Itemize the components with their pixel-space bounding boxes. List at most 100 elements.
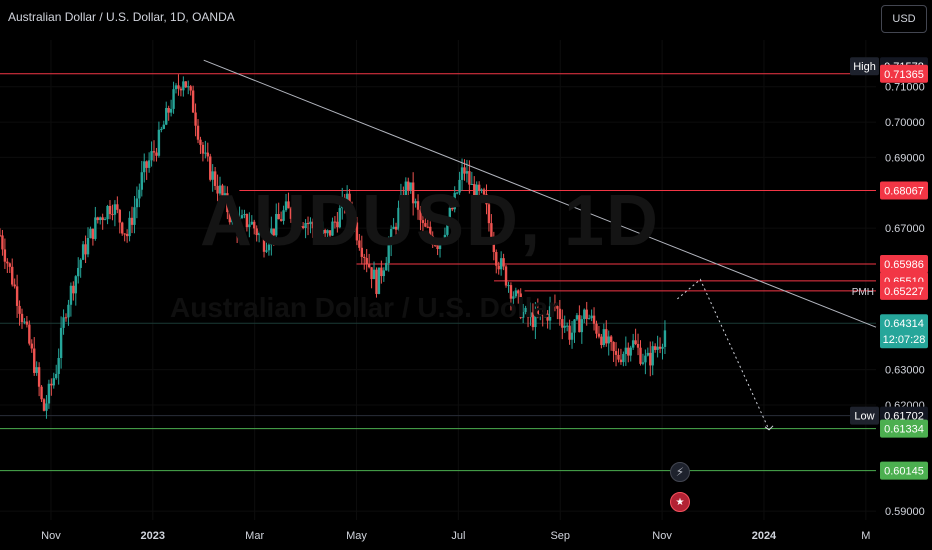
grid-lines <box>0 40 876 520</box>
currency-button[interactable]: USD <box>881 5 927 33</box>
price-tag-text-0.65227: 0.65227 <box>884 286 924 298</box>
candle-body-65 <box>157 129 161 156</box>
candle-body-251 <box>612 341 615 352</box>
candle-body-3 <box>6 261 9 264</box>
candle-body-160 <box>389 229 393 246</box>
candle-body-117 <box>284 201 288 211</box>
candle-body-166 <box>404 181 408 204</box>
candle-body-150 <box>365 257 368 265</box>
candle-body-105 <box>255 228 258 236</box>
candle-body-133 <box>323 230 327 234</box>
candle-body-157 <box>382 270 386 277</box>
candle-body-88 <box>213 171 217 186</box>
price-tag-0.65986 <box>880 255 928 274</box>
candle-body-124 <box>301 226 305 229</box>
projection-path <box>677 278 770 431</box>
candle-body-96 <box>233 214 236 223</box>
candle-body-216 <box>526 307 530 318</box>
horizontal-level-lines <box>0 73 876 472</box>
australia-flag-icon[interactable]: ★ <box>670 492 690 512</box>
candle-body-261 <box>636 343 640 348</box>
x-tick-label-3: May <box>346 530 367 542</box>
candle-body-20 <box>47 383 51 404</box>
candle-body-119 <box>289 208 293 219</box>
candle-body-69 <box>167 108 170 113</box>
price-tag-0.60145 <box>880 461 928 480</box>
candle-body-78 <box>189 86 192 91</box>
candle-body-164 <box>399 194 403 208</box>
candle-body-35 <box>84 244 87 255</box>
candle-body-180 <box>438 241 442 250</box>
candle-body-219 <box>534 309 537 328</box>
candle-body-51 <box>123 233 126 235</box>
candle-body-21 <box>50 383 53 386</box>
candle-body-227 <box>553 304 557 307</box>
y-axis: 0.710000.700000.690000.670000.630000.620… <box>885 82 925 518</box>
candle-body-57 <box>138 189 141 199</box>
candle-body-245 <box>597 333 601 337</box>
candle-body-190 <box>463 167 466 174</box>
candle-body-215 <box>524 307 527 312</box>
candle-body-232 <box>565 325 569 327</box>
candle-body-135 <box>328 230 332 236</box>
candle-body-50 <box>121 222 124 234</box>
candle-body-218 <box>531 312 535 328</box>
candle-body-116 <box>282 210 285 221</box>
candle-body-244 <box>595 323 598 334</box>
candle-body-129 <box>314 228 317 235</box>
candle-body-247 <box>602 329 606 346</box>
y-tick-label-6: 0.59000 <box>885 506 925 518</box>
candle-body-192 <box>468 171 471 185</box>
candle-body-243 <box>592 315 596 324</box>
candle-body-112 <box>272 228 276 236</box>
candle-body-235 <box>573 319 576 333</box>
y-tick-label-0: 0.71000 <box>885 82 925 94</box>
candle-body-90 <box>218 185 222 194</box>
candle-body-140 <box>341 197 344 209</box>
x-tick-label-0: Nov <box>41 530 61 542</box>
candle-body-253 <box>617 354 620 360</box>
x-tick-label-4: Jul <box>451 530 465 542</box>
candle-body-32 <box>77 267 80 277</box>
candle-body-203 <box>495 252 498 266</box>
candle-body-130 <box>316 232 320 235</box>
price-tag-text-0.68067: 0.68067 <box>884 185 924 197</box>
candle-body-108 <box>262 234 266 252</box>
candle-body-47 <box>113 204 117 215</box>
candle-body-199 <box>485 194 488 205</box>
candle-body-249 <box>607 336 610 344</box>
candle-body-101 <box>245 214 249 228</box>
candle-body-43 <box>103 219 107 221</box>
candle-body-123 <box>299 226 302 228</box>
candle-body-198 <box>482 189 486 195</box>
candle-body-152 <box>370 267 373 280</box>
candle-body-19 <box>45 403 48 411</box>
price-tag-0.64314 <box>880 314 928 349</box>
candle-body-132 <box>321 230 324 234</box>
candle-body-179 <box>436 245 439 250</box>
candle-body-186 <box>453 192 456 210</box>
price-tag-0.68067 <box>880 181 928 200</box>
candle-body-168 <box>409 182 412 190</box>
candle-body-81 <box>196 125 200 140</box>
tag-label-high: High <box>853 61 876 73</box>
candle-body-126 <box>306 222 310 225</box>
candle-body-125 <box>304 222 307 229</box>
candle-body-154 <box>375 269 378 294</box>
candle-body-236 <box>575 315 579 320</box>
candle-body-22 <box>52 378 55 386</box>
candle-body-205 <box>499 258 503 270</box>
candle-body-17 <box>40 386 43 400</box>
lightning-icon[interactable]: ⚡ <box>670 462 690 482</box>
candle-body-104 <box>253 221 256 229</box>
candle-body-44 <box>106 205 109 220</box>
candle-body-202 <box>492 241 496 253</box>
candle-body-259 <box>631 340 635 348</box>
candle-body-128 <box>311 221 315 229</box>
candle-body-239 <box>583 309 586 320</box>
candle-body-209 <box>509 285 513 299</box>
drawings[interactable] <box>203 59 877 431</box>
candle-body-169 <box>411 182 415 204</box>
candle-body-73 <box>177 85 180 89</box>
